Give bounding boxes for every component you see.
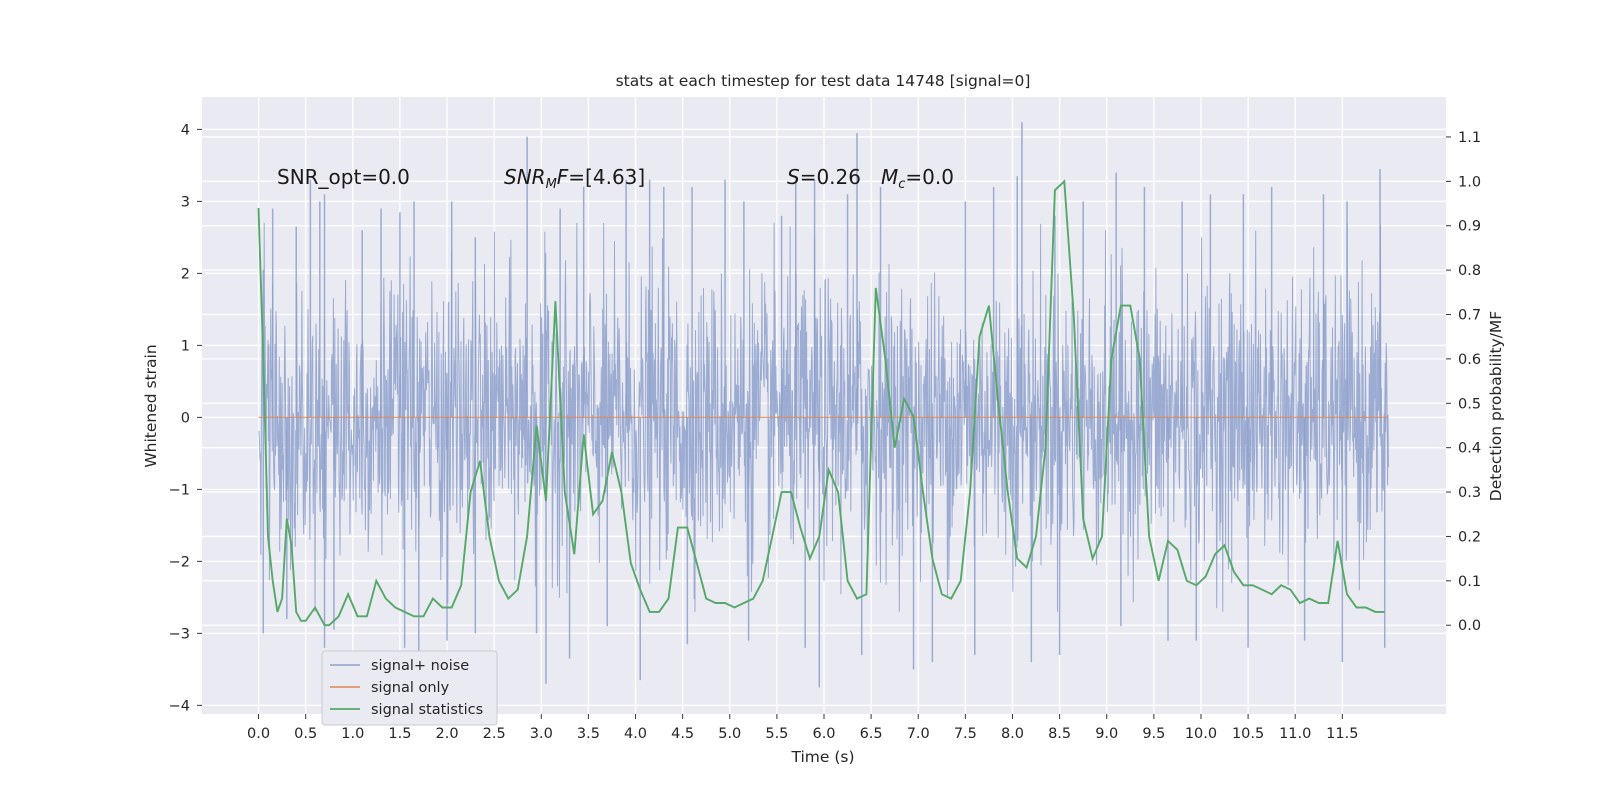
chart-title: stats at each timestep for test data 147… <box>616 72 1031 90</box>
y2-tick-label: 0.0 <box>1458 618 1481 634</box>
annotation-snr-mf-main: SNR <box>504 165 546 189</box>
y2-tick-label: 0.1 <box>1458 574 1481 590</box>
annotation-snr-mf-f: F <box>557 165 569 189</box>
legend-box <box>321 650 498 726</box>
x-tick-label: 10.0 <box>1185 726 1217 742</box>
y-tick-label: −4 <box>169 698 190 714</box>
series-signal-statistics <box>257 179 1385 627</box>
x-tick-label: 5.5 <box>765 726 788 742</box>
annotation-snr-mf-value: =[4.63] <box>568 165 645 189</box>
legend-label-signal-statistics: signal statistics <box>371 702 483 718</box>
y2-tick-label: 0.3 <box>1458 485 1481 501</box>
x-tick-label: 5.0 <box>718 726 741 742</box>
x-tick-label: 3.5 <box>577 726 600 742</box>
annotation-snr-opt: SNR_opt=0.0 <box>277 165 410 189</box>
x-tick-label: 10.5 <box>1232 726 1264 742</box>
legend-label-signal-plus-noise: signal+ noise <box>371 658 469 674</box>
x-tick-label: 7.0 <box>907 726 930 742</box>
y2-tick-label: 0.6 <box>1458 352 1481 368</box>
y-tick-label: 2 <box>181 266 190 282</box>
x-tick-label: 9.5 <box>1142 726 1165 742</box>
x-axis-label: Time (s) <box>790 748 854 766</box>
annotation-s-value: =0.26 <box>800 165 861 189</box>
x-tick-label: 1.5 <box>388 726 411 742</box>
y2-tick-label: 1.1 <box>1458 130 1481 146</box>
y-tick-label: −3 <box>169 626 190 642</box>
annotation-snr-mf: SNRMF=[4.63] <box>504 165 645 192</box>
x-tick-label: 0.0 <box>247 726 270 742</box>
x-tick-label: 0.5 <box>294 726 317 742</box>
annotation-mc-value: =0.0 <box>905 165 954 189</box>
y2-tick-label: 0.5 <box>1458 396 1481 412</box>
y-axis-label: Whitened strain <box>142 344 160 467</box>
annotation-snr-mf-sub: M <box>546 177 557 192</box>
y2-axis-label: Detection probability/MF <box>1487 311 1505 502</box>
y2-tick-label: 0.9 <box>1458 219 1481 235</box>
y2-tick-label: 1.0 <box>1458 174 1481 190</box>
x-tick-label: 2.0 <box>435 726 458 742</box>
x-tick-label: 6.0 <box>812 726 835 742</box>
x-tick-label: 4.0 <box>624 726 647 742</box>
annotation-mc: Mc=0.0 <box>881 165 954 192</box>
noise-trace <box>258 222 1389 612</box>
x-axis-ticks: 0.0 0.5 1.0 1.5 2.0 2.5 3.0 3.5 4.0 4.5 5.0 5.5 6.0 6… <box>247 714 1358 742</box>
x-tick-label: 11.0 <box>1279 726 1311 742</box>
y2-tick-label: 0.2 <box>1458 529 1481 545</box>
y2-tick-label: 0.8 <box>1458 263 1481 279</box>
x-tick-label: 8.0 <box>1001 726 1024 742</box>
x-tick-label: 11.5 <box>1326 726 1358 742</box>
x-tick-label: 6.5 <box>860 726 883 742</box>
y2-axis-ticks: 1.1 1.0 0.9 0.8 0.7 0.6 0.5 0.4 0.3 0.2 0.1 0.0 <box>1446 130 1481 634</box>
x-tick-label: 2.5 <box>483 726 506 742</box>
y-tick-label: −2 <box>169 554 190 570</box>
annotation-mc-sub: c <box>898 177 905 192</box>
series-signal-plus-noise <box>258 122 1389 688</box>
y-tick-label: −1 <box>169 482 190 498</box>
y-tick-label: 3 <box>181 194 190 210</box>
y2-tick-label: 0.4 <box>1458 441 1481 457</box>
legend-label-signal-only: signal only <box>371 680 450 696</box>
y-tick-label: 4 <box>181 122 190 138</box>
annotation-s: S=0.26 <box>787 165 861 189</box>
x-tick-label: 3.0 <box>530 726 553 742</box>
y-tick-label: 1 <box>181 338 190 354</box>
grid-lines <box>202 97 1446 714</box>
x-tick-label: 1.0 <box>341 726 364 742</box>
y-axis-ticks: 4 3 2 1 0 −1 −2 −3 −4 <box>169 122 202 714</box>
y2-tick-label: 0.7 <box>1458 308 1481 324</box>
x-tick-label: 8.5 <box>1048 726 1071 742</box>
x-tick-label: 9.0 <box>1095 726 1118 742</box>
legend: signal+ noise signal only signal statist… <box>321 650 498 726</box>
x-tick-label: 7.5 <box>954 726 977 742</box>
y-tick-label: 0 <box>181 410 190 426</box>
annotation-s-symbol: S <box>787 165 800 189</box>
x-tick-label: 4.5 <box>671 726 694 742</box>
annotation-mc-symbol: M <box>881 165 898 189</box>
